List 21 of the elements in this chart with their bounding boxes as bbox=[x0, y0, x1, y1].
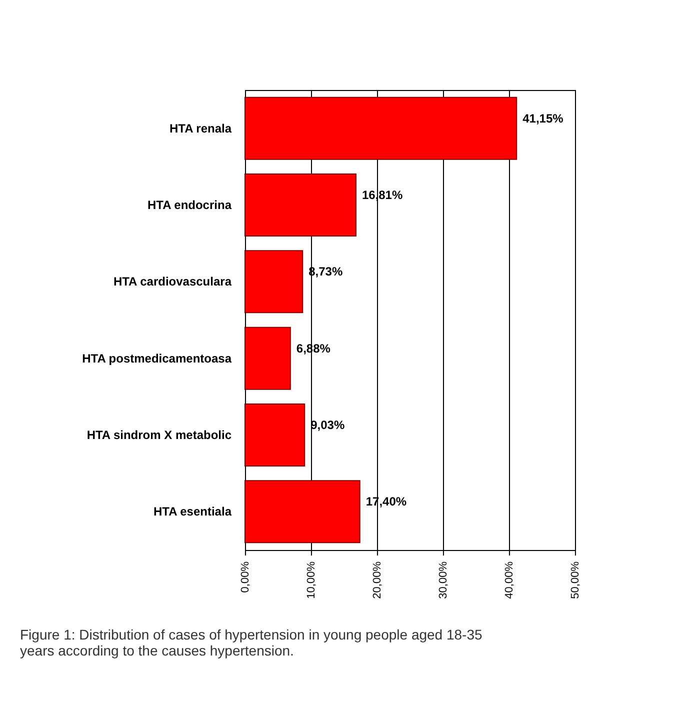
bar bbox=[244, 96, 518, 160]
y-tick-label: HTA renala bbox=[169, 121, 232, 136]
data-label: 41,15% bbox=[522, 111, 564, 126]
caption: Figure 1: Distribution of cases of hypertension in young people aged 18-35 years according to the causes hypertension. bbox=[20, 626, 483, 658]
y-tick-label: HTA postmedicamentoasa bbox=[82, 351, 232, 366]
bar bbox=[244, 480, 360, 544]
y-tick-label: HTA endocrina bbox=[147, 198, 232, 212]
x-tick-label: 50,00% bbox=[570, 561, 582, 599]
x-tick-label: 20,00% bbox=[372, 561, 384, 599]
data-label: 9,03% bbox=[310, 418, 345, 432]
y-tick-label: HTA sindrom X metabolic bbox=[86, 428, 232, 442]
bar bbox=[244, 250, 304, 314]
x-tick-label: 40,00% bbox=[504, 561, 516, 599]
x-tick-label: 30,00% bbox=[438, 561, 450, 599]
bar bbox=[244, 326, 291, 390]
x-tick-label: 10,00% bbox=[306, 561, 318, 599]
bar bbox=[244, 404, 306, 466]
y-tick-label: HTA cardiovasculara bbox=[113, 274, 232, 289]
bar bbox=[244, 174, 356, 236]
x-tick-label: 0,00% bbox=[240, 561, 252, 593]
y-tick-label: HTA esentiala bbox=[153, 504, 232, 519]
